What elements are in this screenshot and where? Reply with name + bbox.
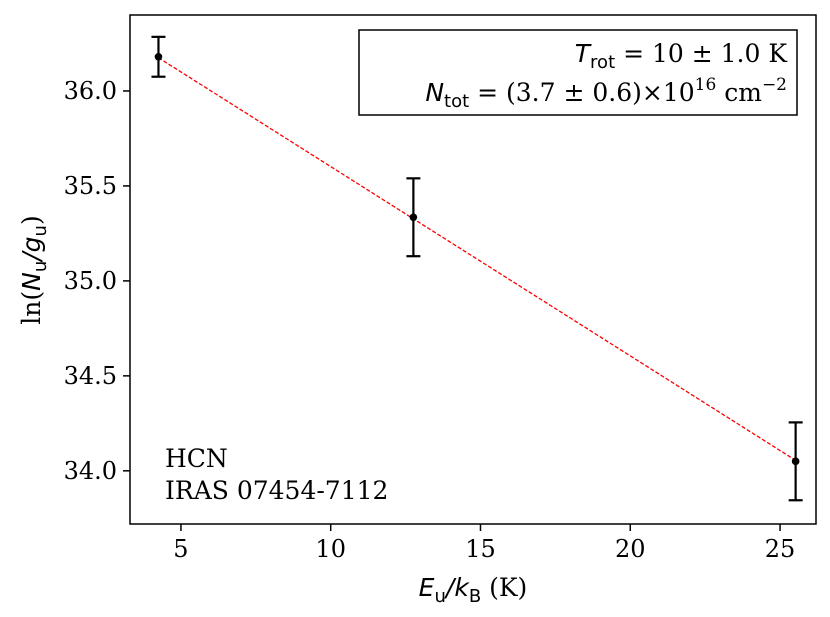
y-tick-label: 34.5: [64, 362, 117, 390]
y-axis-title: ln(Nu/gu): [17, 215, 51, 324]
source-label: IRAS 07454-7112: [165, 476, 388, 505]
x-tick-label: 15: [465, 535, 496, 563]
plot-area-frame: [129, 14, 817, 525]
molecule-label: HCN: [165, 444, 228, 473]
data-marker: [409, 213, 418, 222]
fit-result-box: Trot = 10 ± 1.0 K Ntot = (3.7 ± 0.6)×101…: [358, 29, 798, 116]
fit-result-box-frame: [358, 29, 798, 116]
data-points-layer: [151, 35, 803, 502]
y-tick-label: 34.0: [64, 457, 117, 485]
x-tick-label: 5: [173, 535, 188, 563]
ntot-result: Ntot = (3.7 ± 0.6)×1016 cm−2: [425, 75, 787, 112]
data-point: [406, 177, 421, 258]
y-axis-ticks: 34.0 34.5 35.0 35.5 36.0: [64, 77, 130, 485]
trot-result: Trot = 10 ± 1.0 K: [575, 39, 789, 73]
x-tick-label: 10: [315, 535, 346, 563]
x-axis-ticks: 5 10 15 20 25: [173, 524, 795, 563]
x-axis-title: Eu/kB (K): [419, 573, 528, 607]
data-marker: [791, 457, 800, 466]
x-tick-label: 25: [765, 535, 796, 563]
x-tick-label: 20: [615, 535, 646, 563]
y-tick-label: 36.0: [64, 77, 117, 105]
data-marker: [154, 52, 163, 61]
data-point: [151, 35, 166, 78]
data-point: [788, 421, 803, 502]
y-tick-label: 35.5: [64, 172, 117, 200]
y-tick-label: 35.0: [64, 267, 117, 295]
